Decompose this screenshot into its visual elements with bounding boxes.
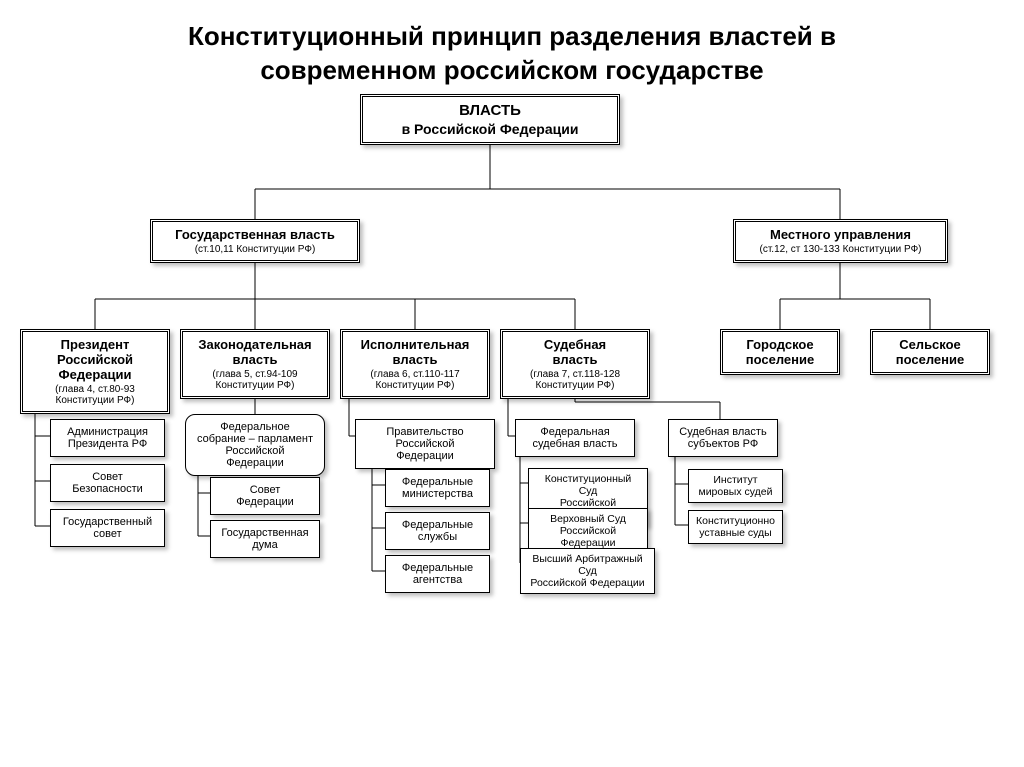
node-fedage: Федеральныеагентства [385,555,490,593]
node-duma: Государственнаядума [210,520,320,558]
node-legis: Законодательнаявласть(глава 5, ст.94-109… [180,329,330,399]
node-exec: Исполнительнаявласть(глава 6, ст.110-117… [340,329,490,399]
node-local: Местного управления(ст.12, ст 130-133 Ко… [733,219,948,263]
node-gossovet: Государственныйсовет [50,509,165,547]
node-fedmin: Федеральныеминистерства [385,469,490,507]
node-sudsub: Судебная властьсубъектов РФ [668,419,778,457]
node-president: ПрезидентРоссийской Федерации(глава 4, с… [20,329,170,414]
node-fedsobr: Федеральноесобрание – парламентРоссийско… [185,414,325,476]
node-admin: АдминистрацияПрезидента РФ [50,419,165,457]
diagram-title: Конституционный принцип разделения власт… [20,20,1004,88]
node-sovbez: СоветБезопасности [50,464,165,502]
node-gov: Государственная власть(ст.10,11 Конститу… [150,219,360,263]
node-fedsud: Федеральнаясудебная власть [515,419,635,457]
node-fedslu: Федеральныеслужбы [385,512,490,550]
node-rural: Сельскоепоселение [870,329,990,375]
org-chart: ВЛАСТЬв Российской Федерации Государствен… [20,94,1004,674]
node-sovfed: СоветФедерации [210,477,320,515]
node-city: Городскоепоселение [720,329,840,375]
node-pravit: ПравительствоРоссийской Федерации [355,419,495,469]
node-mirsud: Институтмировых судей [688,469,783,503]
node-ustsud: Конституционноуставные суды [688,510,783,544]
node-judicial: Судебнаявласть(глава 7, ст.118-128 Конст… [500,329,650,399]
node-arbsud: Высший Арбитражный СудРоссийской Федерац… [520,548,655,594]
node-root: ВЛАСТЬв Российской Федерации [360,94,620,145]
